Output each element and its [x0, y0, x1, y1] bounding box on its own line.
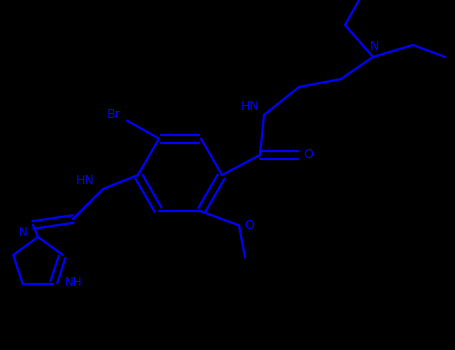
Text: N: N — [19, 225, 27, 238]
Text: NH: NH — [65, 275, 82, 288]
Text: HN: HN — [76, 175, 94, 188]
Text: O: O — [303, 148, 313, 161]
Text: Br: Br — [107, 108, 121, 121]
Text: N: N — [369, 41, 379, 54]
Text: HN: HN — [241, 99, 259, 112]
Text: O: O — [244, 219, 254, 232]
